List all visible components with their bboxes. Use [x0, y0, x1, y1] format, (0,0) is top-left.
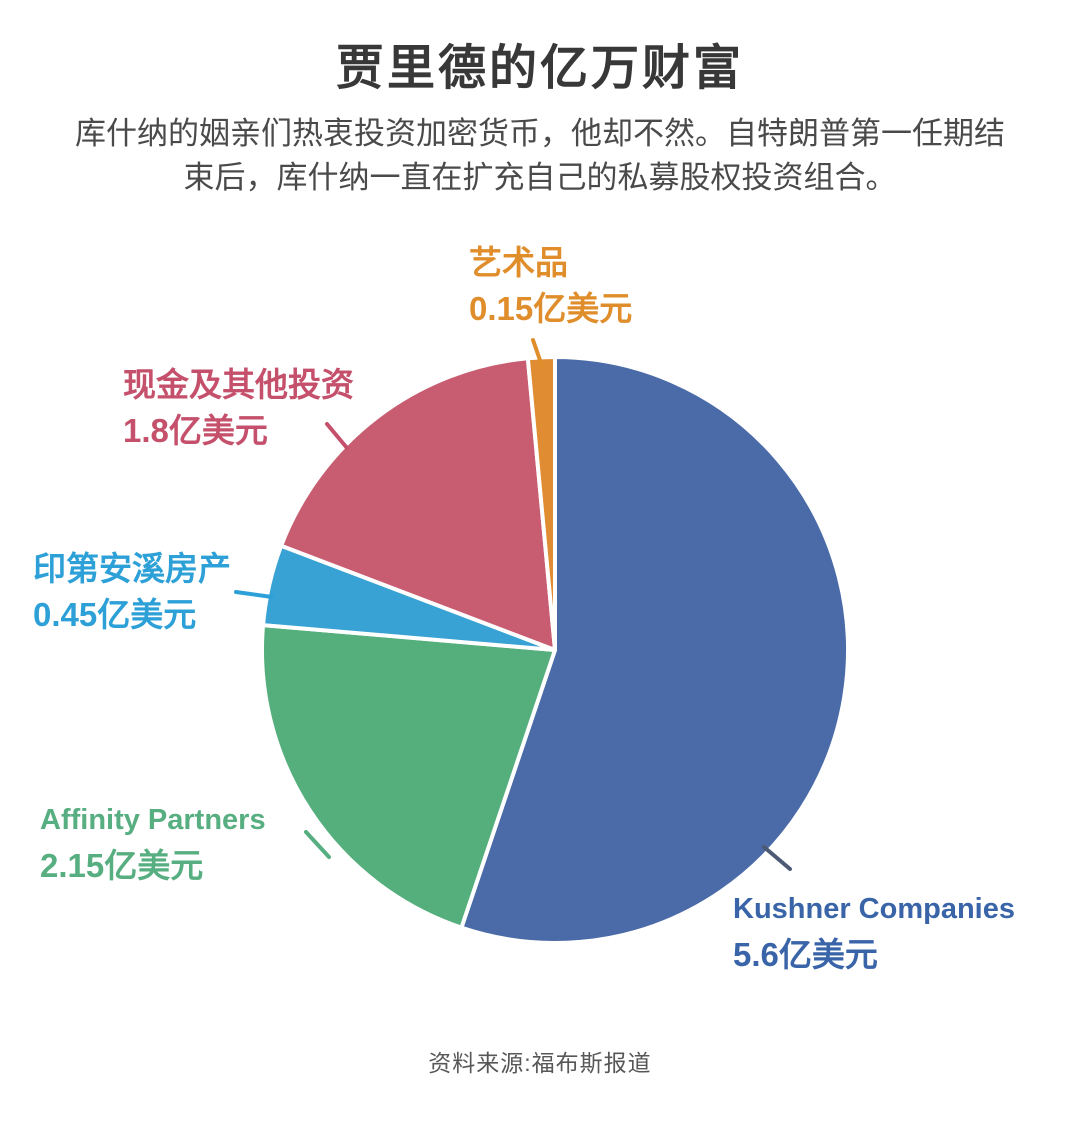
pie-slice-4	[525, 354, 557, 652]
leader-line-affinity	[304, 830, 331, 859]
page-title: 贾里德的亿万财富	[335, 42, 744, 95]
leader-line-art	[531, 338, 544, 368]
pie-slice-0	[459, 355, 850, 945]
pie-slice-3	[279, 356, 557, 652]
label-affinity: Affinity Partners 2.15亿美元	[40, 797, 266, 889]
slice-value-cash: 1.8亿美元	[123, 412, 268, 449]
slice-name-kushner: Kushner Companies	[733, 893, 1015, 925]
slice-value-kushner: 5.6亿美元	[733, 936, 878, 973]
slice-value-art: 0.15亿美元	[469, 290, 633, 327]
slice-value-indian-creek: 0.45亿美元	[33, 596, 197, 633]
label-kushner: Kushner Companies 5.6亿美元	[733, 886, 1015, 978]
slice-name-cash: 现金及其他投资	[123, 366, 354, 403]
leader-line-cash	[325, 422, 349, 450]
subtitle: 库什纳的姻亲们热衷投资加密货币，他却不然。自特朗普第一任期结 束后，库什纳一直在扩…	[30, 112, 1050, 200]
slice-value-affinity: 2.15亿美元	[40, 847, 204, 884]
subtitle-line-1: 库什纳的姻亲们热衷投资加密货币，他却不然。自特朗普第一任期结	[75, 116, 1005, 151]
pie-slices	[260, 354, 850, 945]
slice-name-affinity: Affinity Partners	[40, 804, 266, 836]
slice-name-art: 艺术品	[469, 244, 568, 281]
leader-line-indian-creek	[234, 590, 274, 599]
label-art: 艺术品 0.15亿美元	[469, 240, 632, 332]
label-indian-creek: 印第安溪房产 0.45亿美元	[33, 546, 231, 638]
label-cash: 现金及其他投资 1.8亿美元	[123, 362, 354, 454]
leader-line-kushner	[762, 845, 792, 871]
subtitle-line-2: 束后，库什纳一直在扩充自己的私募股权投资组合。	[183, 160, 897, 195]
pie-slice-1	[260, 623, 557, 930]
slice-name-indian-creek: 印第安溪房产	[33, 550, 231, 587]
source-note: 资料来源:福布斯报道	[428, 1050, 652, 1076]
